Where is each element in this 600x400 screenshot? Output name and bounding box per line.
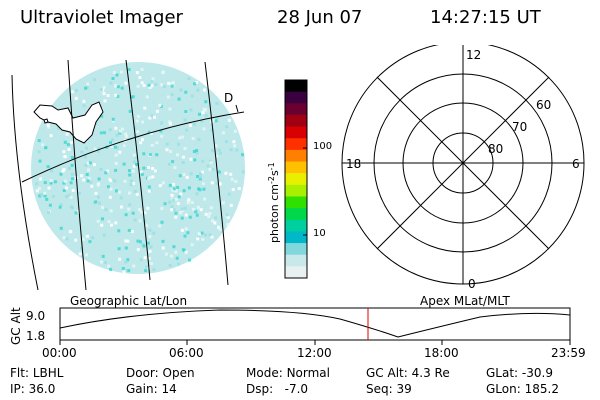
polar-diagonal xyxy=(376,76,550,250)
orbit-xtick-4: 23:59 xyxy=(551,346,586,360)
date-label: 28 Jun 07 xyxy=(277,7,363,28)
status-filter: Flt: LBHL xyxy=(10,366,64,380)
colorbar-tick-10: 10 xyxy=(313,228,326,239)
altitude-curve xyxy=(59,309,571,338)
mlt-label-6: 6 xyxy=(572,157,580,171)
colorbar-stripe xyxy=(285,114,307,128)
marker-label: D xyxy=(224,91,233,105)
emission-speckles xyxy=(35,68,245,274)
orbit-xtick-2: 12:00 xyxy=(297,346,332,360)
meridian-line xyxy=(11,74,39,290)
status-gain: Gain: 14 xyxy=(126,382,177,396)
colorbar-stripe xyxy=(285,91,307,104)
colorbar-stripe xyxy=(285,196,307,209)
status-glat: GLat: -30.9 xyxy=(486,366,553,380)
colorbar-stripe xyxy=(285,161,307,174)
status-glon: GLon: 185.2 xyxy=(486,382,559,396)
instrument-title: Ultraviolet Imager xyxy=(20,7,183,28)
colorbar-stripe xyxy=(285,254,307,267)
uv-image-panel: D xyxy=(11,59,245,290)
orbit-xtick-1: 06:00 xyxy=(169,346,204,360)
status-ip: IP: 36.0 xyxy=(10,382,56,396)
time-label: 14:27:15 UT xyxy=(430,7,541,28)
colorbar-stripe xyxy=(285,80,307,93)
orbit-left-title: Geographic Lat/Lon xyxy=(70,294,188,308)
orbit-ymax: 9.0 xyxy=(26,309,45,323)
status-gc-alt: GC Alt: 4.3 Re xyxy=(366,366,450,380)
lat-label-60: 60 xyxy=(536,98,551,112)
colorbar-stripe xyxy=(285,138,307,151)
coastline-island xyxy=(43,118,49,124)
colorbar-unit-label: photon cm-2s-1 xyxy=(267,162,281,243)
colorbar-stripe xyxy=(285,103,307,116)
colorbar-stripe xyxy=(285,219,307,232)
colorbar-stripe xyxy=(285,149,307,163)
colorbar-stripe xyxy=(285,243,307,256)
status-door: Door: Open xyxy=(126,366,195,380)
lat-label-70: 70 xyxy=(512,120,527,134)
latitude-line xyxy=(21,111,245,183)
colorbar-tick-100: 100 xyxy=(313,141,333,152)
polar-mlt-plot: 12 18 6 0 60 70 80 xyxy=(341,45,585,291)
status-mode: Mode: Normal xyxy=(246,366,330,380)
orbit-altitude-plot: GC Alt 9.0 1.8 xyxy=(9,307,571,345)
orbit-xtick-3: 18:00 xyxy=(424,346,459,360)
orbit-plot-frame xyxy=(59,307,571,341)
colorbar-stripe xyxy=(285,184,307,197)
mlt-label-0: 0 xyxy=(468,277,476,291)
colorbar-gradient xyxy=(285,80,307,279)
colorbar: photon cm-2s-1 xyxy=(267,79,308,279)
colorbar-stripe xyxy=(285,126,307,139)
mlt-label-12: 12 xyxy=(466,48,481,62)
status-seq: Seq: 39 xyxy=(366,382,412,396)
colorbar-stripe xyxy=(285,208,307,221)
meridian-line xyxy=(204,61,229,286)
coastline xyxy=(33,101,104,144)
polar-emission-blob xyxy=(520,240,566,284)
lat-label-80: 80 xyxy=(488,142,503,156)
orbit-ylabel: GC Alt xyxy=(9,307,23,345)
meridian-line xyxy=(67,59,87,290)
orbit-ymin: 1.8 xyxy=(26,329,45,343)
colorbar-stripe xyxy=(285,266,307,279)
meridian-line xyxy=(125,59,151,281)
orbit-right-title: Apex MLat/MLT xyxy=(420,294,510,308)
marker-tick xyxy=(235,104,239,113)
mlt-label-18: 18 xyxy=(346,157,361,171)
colorbar-stripe xyxy=(285,173,307,186)
colorbar-stripe xyxy=(285,231,307,244)
orbit-xtick-0: 00:00 xyxy=(42,346,77,360)
status-dsp: Dsp: -7.0 xyxy=(246,382,309,396)
